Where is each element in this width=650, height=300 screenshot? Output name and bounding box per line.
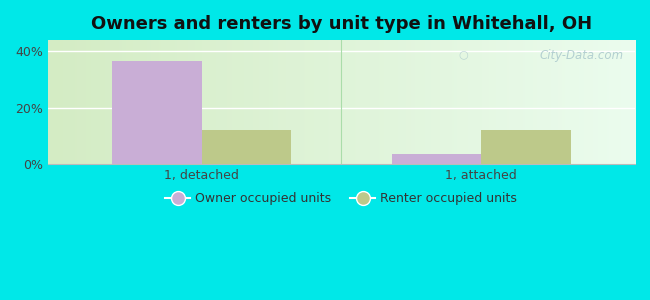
Text: ○: ○ xyxy=(459,49,469,59)
Bar xyxy=(392,154,481,164)
Text: City-Data.com: City-Data.com xyxy=(539,49,623,62)
Bar xyxy=(202,130,291,164)
Title: Owners and renters by unit type in Whitehall, OH: Owners and renters by unit type in White… xyxy=(91,15,592,33)
Legend: Owner occupied units, Renter occupied units: Owner occupied units, Renter occupied un… xyxy=(161,187,522,210)
Bar xyxy=(112,61,202,164)
Bar xyxy=(481,130,571,164)
